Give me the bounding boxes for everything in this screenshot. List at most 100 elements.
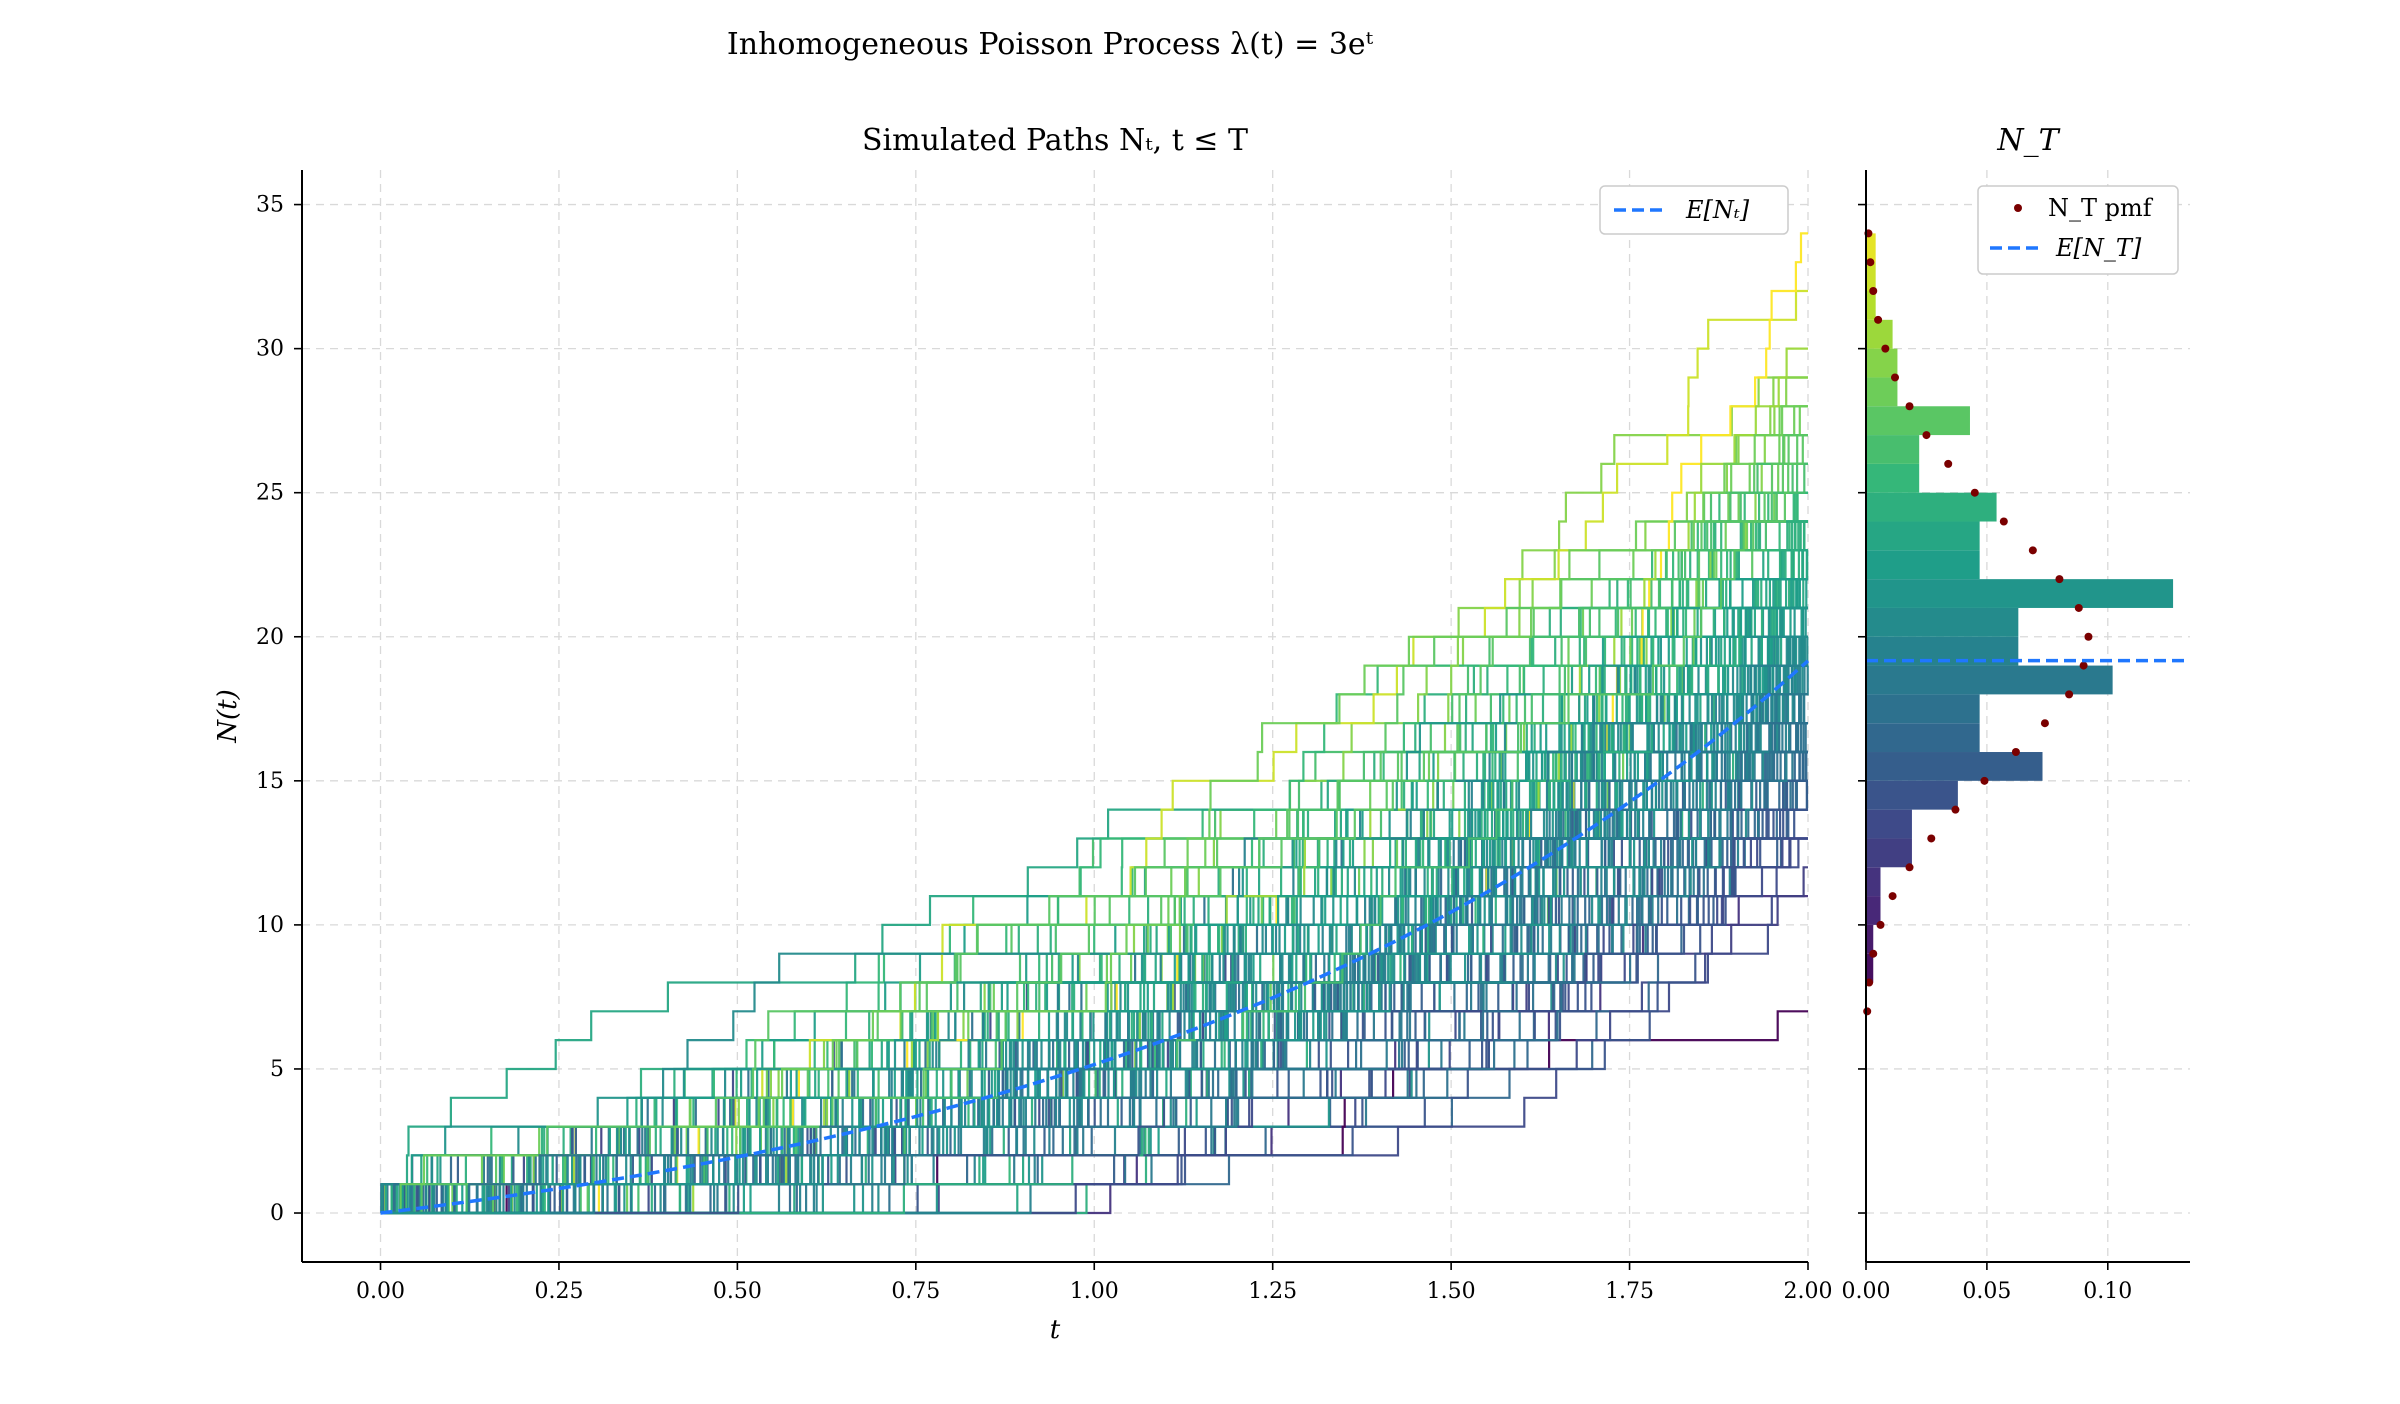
- hist-bar-26: [1866, 233, 1876, 263]
- hist-bar-8: [1866, 752, 2043, 781]
- sim-path-188: [380, 578, 1808, 1215]
- sim-path-26: [380, 722, 1808, 1215]
- sim-path-122: [380, 722, 1808, 1215]
- main-title: Simulated Paths Nₜ, t ≤ T: [862, 123, 1248, 158]
- x-tick-label-3: 0.75: [891, 1279, 940, 1304]
- sim-path-186: [380, 578, 1808, 1215]
- pmf-dot-21: [1905, 402, 1914, 411]
- expected-value-line: [380, 659, 1810, 1215]
- hist-bar-10: [1866, 694, 1980, 724]
- hist-bar-13: [1866, 607, 2019, 637]
- x-tick-label-4: 1.00: [1070, 1279, 1119, 1304]
- sim-path-14: [380, 722, 1808, 1215]
- sim-path-194: [380, 434, 1808, 1215]
- pmf-dot-0: [1863, 1007, 1872, 1016]
- sim-path-93: [380, 376, 1808, 1215]
- pmf-dot-6: [1927, 834, 1936, 843]
- pmf-dot-15: [2055, 575, 2064, 584]
- x-tick-label-5: 1.25: [1248, 1279, 1297, 1304]
- pmf-dot-3: [1876, 920, 1885, 929]
- sim-path-199: [380, 606, 1808, 1215]
- pmf-dot-14: [2074, 603, 2083, 612]
- sim-path-183: [380, 722, 1808, 1215]
- pmf-dot-2: [1869, 949, 1878, 958]
- hist-legend-box: [1977, 185, 2179, 275]
- main-grid: [302, 170, 1809, 1262]
- hist-bar-17: [1866, 492, 1997, 522]
- pmf-dot-13: [2084, 632, 2093, 641]
- sim-path-125: [380, 606, 1808, 1215]
- suptitle: Inhomogeneous Poisson Process λ(t) = 3eᵗ: [727, 27, 1374, 62]
- pmf-dot-9: [2011, 748, 2020, 757]
- main-legend-label: E[Nₜ]: [1685, 196, 1750, 224]
- x-tick-label-0: 0.00: [356, 1279, 405, 1304]
- pmf-dot-8: [1980, 776, 1989, 785]
- y-tick-label-7: 35: [256, 193, 284, 218]
- sim-path-196: [380, 405, 1808, 1215]
- y-axis-label: N(t): [213, 689, 243, 744]
- hist-x-tick-label-1: 0.05: [1962, 1279, 2011, 1304]
- hist-bar-23: [1866, 319, 1893, 349]
- simulated-paths: [380, 232, 1809, 1215]
- sim-path-198: [380, 722, 1808, 1215]
- y-tick-label-4: 20: [256, 625, 284, 650]
- sim-path-160: [380, 549, 1808, 1215]
- hist-bar-2: [1866, 924, 1874, 954]
- hist-panel: 0.00 0.05 0.10 N_T N_T pmf E[N_T]: [1842, 123, 2190, 1304]
- hist-bar-20: [1866, 406, 1970, 436]
- hist-bar-18: [1866, 463, 1920, 493]
- sim-path-133: [380, 722, 1808, 1215]
- hist-legend-pmf-label: N_T pmf: [2048, 194, 2154, 222]
- main-legend: E[Nₜ]: [1599, 185, 1789, 235]
- pmf-dot-11: [2065, 690, 2074, 699]
- y-tick-label-2: 10: [256, 913, 284, 938]
- sim-path-36: [380, 549, 1808, 1215]
- sim-path-121: [380, 549, 1809, 1215]
- x-tick-label-7: 1.75: [1605, 1279, 1654, 1304]
- pmf-dot-1: [1865, 978, 1874, 987]
- hist-bar-24: [1866, 291, 1876, 320]
- hist-x-tick-label-0: 0.00: [1842, 1279, 1891, 1304]
- hist-legend-dot-swatch: [2014, 204, 2022, 212]
- sim-path-129: [380, 434, 1808, 1215]
- hist-bar-4: [1866, 867, 1881, 897]
- main-panel: 0.00 0.25 0.50 0.75 1.00 1.25 1.50 1.75 2.00 0 5 10…: [213, 123, 1832, 1345]
- hist-bar-9: [1866, 723, 1980, 753]
- sim-path-150: [380, 779, 1808, 1215]
- pmf-dot-26: [1866, 258, 1875, 267]
- hist-bar-3: [1866, 896, 1881, 925]
- sim-path-152: [380, 837, 1808, 1215]
- pmf-dot-18: [1970, 488, 1979, 497]
- sim-path-95: [380, 779, 1808, 1215]
- pmf-dot-20: [1922, 431, 1931, 440]
- sim-path-98: [380, 722, 1808, 1215]
- hist-x-tick-label-2: 0.10: [2083, 1279, 2132, 1304]
- sim-path-192: [380, 808, 1808, 1215]
- pmf-dot-12: [2079, 661, 2088, 670]
- hist-bar-22: [1866, 348, 1898, 378]
- sim-path-189: [380, 722, 1808, 1215]
- sim-path-177: [380, 606, 1808, 1215]
- hist-bar-16: [1866, 521, 1980, 551]
- hist-bar-7: [1866, 780, 1958, 810]
- hist-bar-1: [1866, 953, 1874, 983]
- pmf-dot-24: [1874, 315, 1883, 324]
- y-tick-label-0: 0: [270, 1201, 284, 1226]
- sim-path-141: [380, 434, 1808, 1215]
- sim-path-110: [380, 779, 1808, 1215]
- hist-bar-6: [1866, 809, 1912, 839]
- sim-path-113: [380, 722, 1808, 1215]
- pmf-dot-22: [1891, 373, 1900, 382]
- hist-bar-15: [1866, 550, 1980, 580]
- sim-path-105: [380, 606, 1808, 1215]
- pmf-dot-7: [1951, 805, 1960, 814]
- sim-path-195: [380, 434, 1808, 1215]
- hist-legend: N_T pmf E[N_T]: [1977, 185, 2179, 275]
- x-tick-label-1: 0.25: [534, 1279, 583, 1304]
- y-tick-label-3: 15: [256, 769, 284, 794]
- pmf-dot-17: [1999, 517, 2008, 526]
- x-axis-label: t: [1050, 1315, 1061, 1345]
- sim-path-181: [380, 664, 1808, 1215]
